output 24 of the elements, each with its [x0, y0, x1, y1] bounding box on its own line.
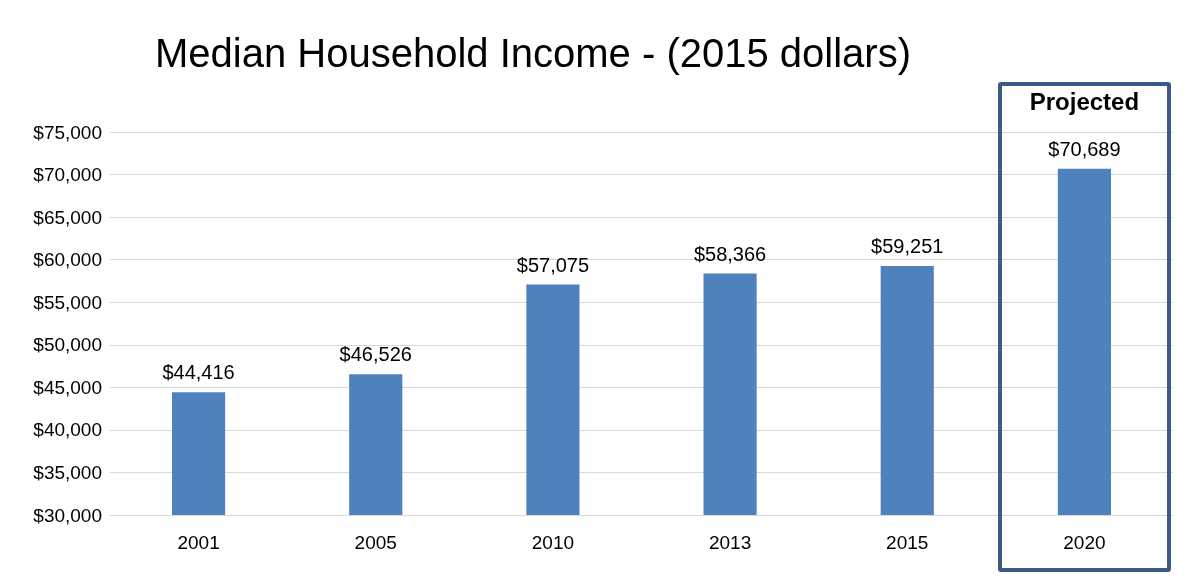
data-label: $57,075	[516, 253, 590, 276]
x-tick-label: 2013	[708, 532, 752, 553]
y-tick-label: $60,000	[33, 249, 102, 271]
data-label: $44,416	[162, 361, 235, 384]
data-label: $58,366	[693, 242, 767, 265]
y-tick-label: $30,000	[33, 504, 102, 526]
y-tick-label: $65,000	[33, 206, 102, 228]
data-label: $70,689	[1048, 137, 1121, 160]
text: Projected	[1028, 88, 1141, 116]
data-label: $46,526	[339, 343, 412, 366]
x-tick-label: 2001	[177, 532, 220, 553]
y-tick-label: $40,000	[33, 419, 102, 441]
data-label: $59,251	[871, 235, 944, 258]
x-tick-label: 2010	[531, 532, 575, 553]
x-tick-label: 2005	[354, 532, 397, 553]
x-tick-label: 2015	[886, 532, 929, 553]
x-tick-label: 2020	[1063, 532, 1106, 553]
y-tick-label: $35,000	[33, 461, 102, 483]
y-tick-label: $75,000	[33, 121, 102, 143]
chart-title: Median Household Income - (2015 dollars)	[155, 31, 911, 75]
y-tick-label: $55,000	[33, 291, 102, 313]
y-tick-label: $45,000	[33, 376, 102, 398]
y-tick-label: $70,000	[33, 164, 102, 186]
y-tick-label: $50,000	[33, 334, 102, 356]
